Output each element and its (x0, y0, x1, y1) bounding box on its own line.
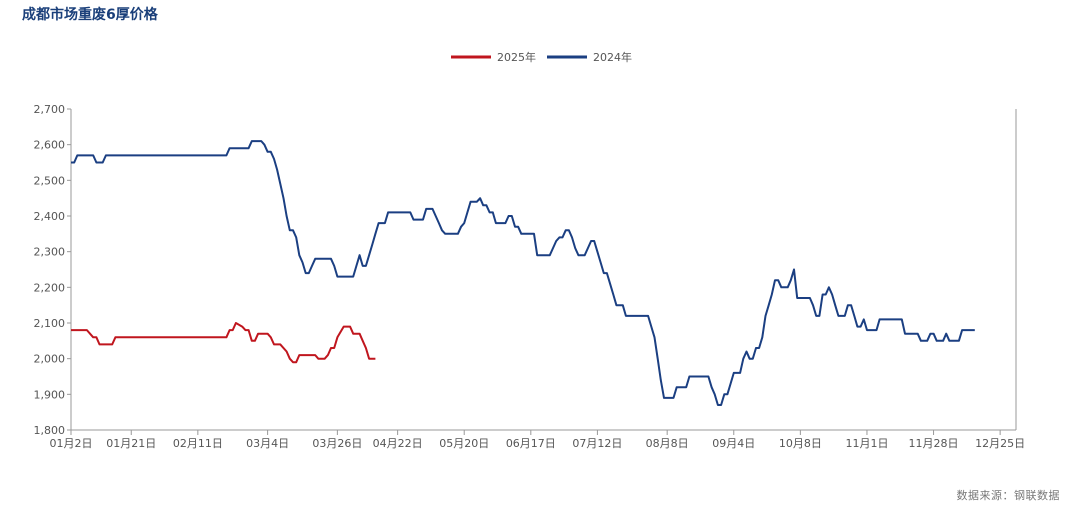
y-tick-label: 2,400 (34, 210, 66, 223)
y-tick-label: 2,200 (34, 281, 66, 294)
x-tick-label: 01月2日 (50, 437, 93, 450)
x-tick-label: 07月12日 (572, 437, 622, 450)
x-tick-label: 05月20日 (439, 437, 489, 450)
series-line-s2025[interactable] (71, 322, 376, 364)
x-tick-label: 03月4日 (246, 437, 289, 450)
series-line-s2024[interactable] (71, 140, 975, 406)
x-tick-label: 04月22日 (373, 437, 423, 450)
series-group (71, 140, 975, 406)
legend-label-s2025: 2025年 (497, 50, 536, 64)
y-tick-label: 2,000 (34, 353, 66, 366)
x-tick-label: 11月28日 (909, 437, 959, 450)
x-tick-label: 10月8日 (779, 437, 822, 450)
y-tick-label: 1,900 (34, 388, 66, 401)
x-tick-label: 12月25日 (975, 437, 1025, 450)
y-tick-label: 2,100 (34, 317, 66, 330)
data-source: 数据来源：钢联数据 (956, 489, 1060, 502)
x-tick-label: 08月8日 (646, 437, 689, 450)
axes: 1,800 1,900 2,000 2,100 2,200 2,300 2,400 2,500… (34, 103, 1026, 450)
chart-title: 成都市场重废6厚价格 (22, 7, 158, 23)
legend[interactable]: 2025年 2024年 (451, 50, 632, 64)
y-tick-label: 2,500 (34, 174, 66, 187)
y-tick-label: 2,300 (34, 246, 66, 259)
y-tick-label: 1,800 (34, 424, 66, 437)
y-tick-label: 2,600 (34, 139, 66, 152)
x-tick-label: 03月26日 (312, 437, 362, 450)
x-tick-label: 11月1日 (845, 437, 888, 450)
y-tick-label: 2,700 (34, 103, 66, 116)
x-tick-label: 01月21日 (106, 437, 156, 450)
x-tick-label: 06月17日 (506, 437, 556, 450)
x-tick-label: 09月4日 (712, 437, 755, 450)
legend-label-s2024: 2024年 (593, 50, 632, 64)
x-tick-label: 02月11日 (173, 437, 223, 450)
